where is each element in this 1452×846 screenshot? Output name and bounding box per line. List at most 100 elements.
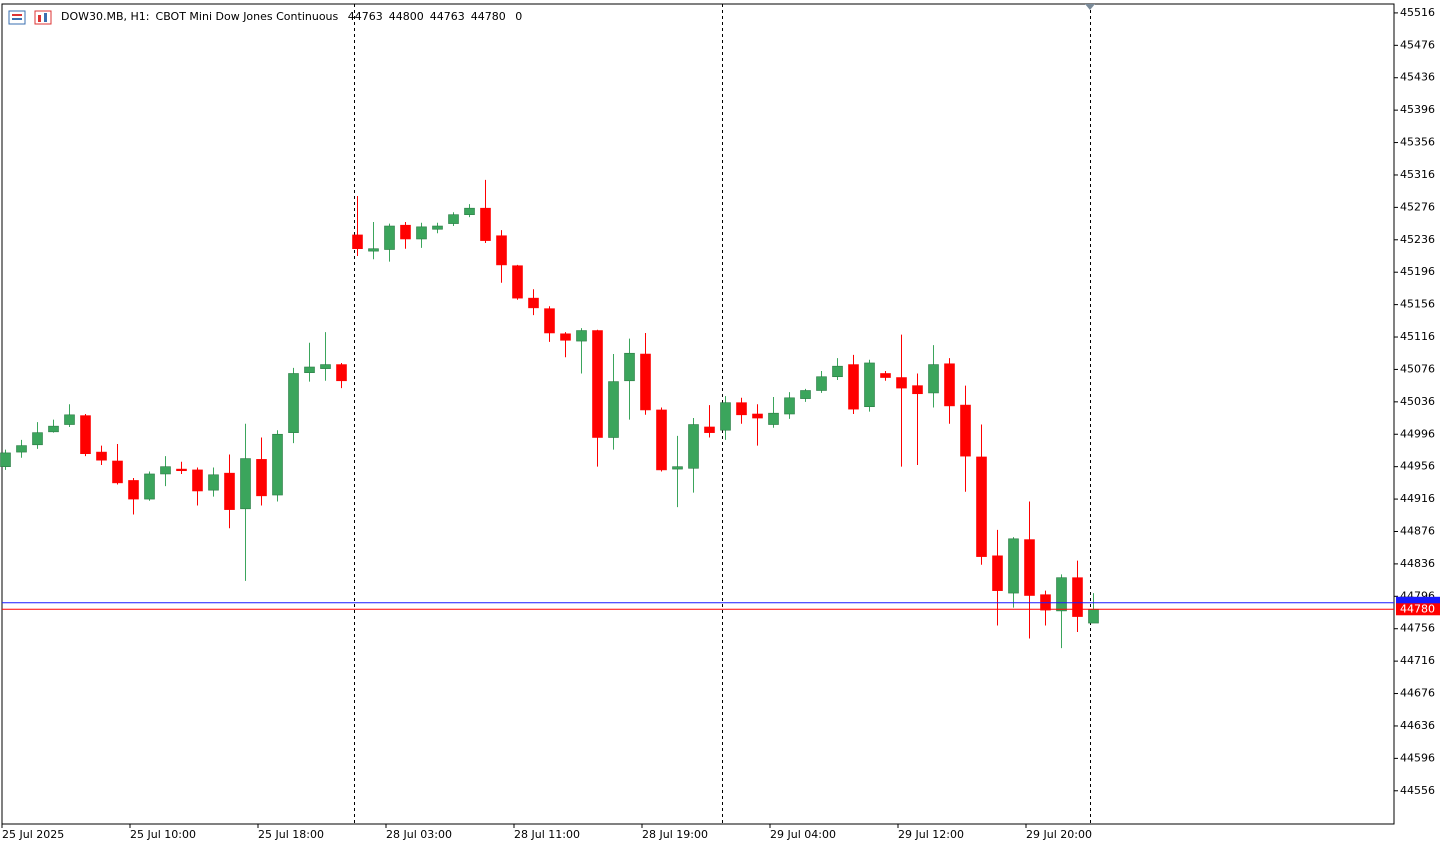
candle-body (1088, 608, 1099, 624)
candle-body (560, 333, 571, 341)
candle-body (528, 297, 539, 309)
candle-body (992, 555, 1003, 591)
candle-body (512, 265, 523, 299)
y-tick-label: 44956 (1400, 460, 1435, 473)
y-tick-label: 44996 (1400, 427, 1435, 440)
y-tick-label: 45396 (1400, 103, 1435, 116)
candle-body (624, 352, 635, 382)
y-tick-label: 45076 (1400, 362, 1435, 375)
y-tick-label: 45276 (1400, 200, 1435, 213)
candle-body (432, 225, 443, 230)
candle-body (976, 456, 987, 557)
description: CBOT Mini Dow Jones Continuous (155, 10, 339, 23)
candle-body (464, 207, 475, 215)
candle-body (768, 412, 779, 425)
candle-body (128, 480, 139, 500)
high: 44800 (388, 10, 424, 23)
candle-body (640, 353, 651, 411)
candle-body (832, 365, 843, 378)
candle-body (144, 473, 155, 500)
candle-body (224, 472, 235, 510)
candle-body (80, 415, 91, 455)
icon (34, 10, 52, 25)
candle-body (48, 425, 59, 433)
candle-body (672, 466, 683, 470)
candle-body (368, 248, 379, 252)
x-tick-label: 25 Jul 2025 (2, 828, 64, 841)
y-tick-label: 45156 (1400, 298, 1435, 311)
candle-body (384, 225, 395, 250)
candle-body (96, 451, 107, 461)
candle-body (240, 458, 251, 510)
y-tick-label: 45516 (1400, 6, 1435, 19)
candle-body (576, 330, 587, 342)
y-tick-label: 44756 (1400, 622, 1435, 635)
candle-body (0, 452, 11, 467)
candle-body (336, 364, 347, 382)
x-tick-label: 25 Jul 18:00 (258, 828, 324, 841)
y-tick-label: 44676 (1400, 687, 1435, 700)
candle-body (896, 377, 907, 389)
x-tick-label: 28 Jul 11:00 (514, 828, 580, 841)
y-tick-label: 45316 (1400, 168, 1435, 181)
candle-body (544, 308, 555, 334)
candle-body (448, 214, 459, 224)
candle-body (208, 474, 219, 491)
bid-label: 44780 (1400, 602, 1435, 615)
x-tick-label: 29 Jul 20:00 (1026, 828, 1092, 841)
icon (12, 14, 22, 16)
candle-body (176, 468, 187, 472)
candle-body (160, 466, 171, 475)
y-tick-label: 44556 (1400, 784, 1435, 797)
candle-body (304, 366, 315, 373)
candle-body (608, 381, 619, 438)
candle-body (704, 426, 715, 433)
candle-body (16, 445, 27, 453)
y-tick-label: 44636 (1400, 719, 1435, 732)
candle-body (192, 469, 203, 492)
chart-header: DOW30.MB, H1: CBOT Mini Dow Jones Continu… (61, 10, 528, 23)
y-tick-label: 44596 (1400, 751, 1435, 764)
candle-body (592, 330, 603, 438)
candle-body (416, 226, 427, 240)
y-tick-label: 44876 (1400, 524, 1435, 537)
close: 44780 (470, 10, 506, 23)
candle-body (1056, 577, 1067, 612)
candle-body (720, 402, 731, 431)
low: 44763 (429, 10, 465, 23)
candle-body (1024, 539, 1035, 596)
candle-body (752, 413, 763, 419)
bid-label-box (1396, 603, 1440, 616)
y-tick-label: 44716 (1400, 654, 1435, 667)
y-tick-label: 45196 (1400, 265, 1435, 278)
candle-body (816, 376, 827, 391)
candle-body (656, 409, 667, 471)
candle-body (800, 390, 811, 399)
icon (44, 13, 47, 22)
icon (8, 10, 26, 25)
x-tick-label: 29 Jul 12:00 (898, 828, 964, 841)
y-tick-label: 45476 (1400, 38, 1435, 51)
candle-body (688, 424, 699, 469)
x-tick-label: 28 Jul 03:00 (386, 828, 452, 841)
candle-body (112, 460, 123, 484)
candle-body (928, 364, 939, 394)
candle-body (64, 414, 75, 425)
candle-body (32, 432, 43, 446)
shift-marker (1085, 4, 1095, 10)
y-tick-label: 45356 (1400, 136, 1435, 149)
candle-body (944, 363, 955, 407)
candle-body (480, 207, 491, 241)
candle-body (272, 433, 283, 496)
candle-body (848, 364, 859, 410)
candle-body (400, 224, 411, 240)
icon (12, 18, 22, 20)
candle-body (288, 373, 299, 433)
candle-body (352, 234, 363, 250)
candle-body (864, 362, 875, 408)
y-tick-label: 45036 (1400, 395, 1435, 408)
x-tick-label: 29 Jul 04:00 (770, 828, 836, 841)
plot-frame (1, 3, 1395, 825)
candle-body (256, 459, 267, 497)
